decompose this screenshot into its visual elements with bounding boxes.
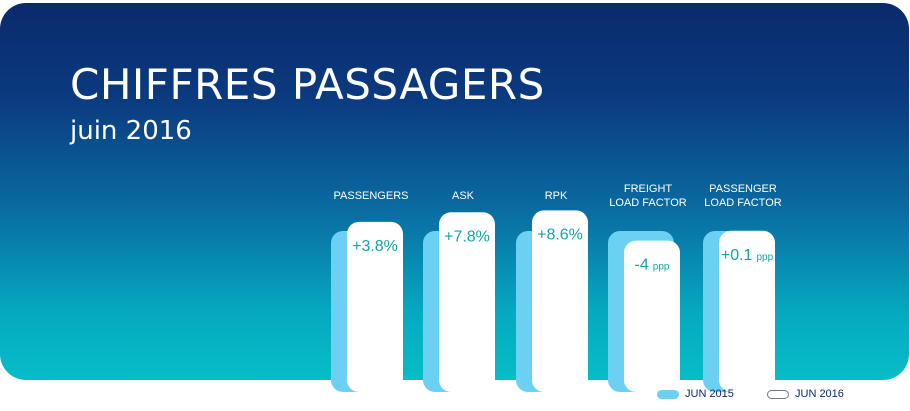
data-label-3: -4 ppp bbox=[635, 257, 670, 274]
page-title: CHIFFRES PASSAGERS bbox=[70, 60, 545, 109]
legend-swatch-jun2016 bbox=[767, 389, 789, 399]
data-label-2: +8.6% bbox=[537, 226, 583, 243]
legend-label-jun2016: JUN 2016 bbox=[795, 388, 844, 400]
category-label-1: ASK bbox=[451, 190, 474, 202]
data-label-1: +7.8% bbox=[444, 228, 490, 245]
legend-jun2015: JUN 2015 bbox=[657, 388, 734, 400]
legend-swatch-jun2015 bbox=[657, 389, 679, 399]
bar-jun2016-4 bbox=[719, 230, 775, 392]
category-label-4: PASSENGER LOAD FACTOR bbox=[704, 183, 782, 209]
data-label-4: +0.1 ppp bbox=[721, 247, 774, 264]
data-label-0: +3.8% bbox=[352, 238, 398, 255]
category-label-3: FREIGHT LOAD FACTOR bbox=[609, 183, 687, 209]
category-label-0: PASSENGERS bbox=[333, 190, 409, 202]
bar-jun2016-0 bbox=[347, 221, 403, 392]
bar-jun2016-2 bbox=[532, 210, 588, 392]
legend-jun2016: JUN 2016 bbox=[767, 388, 844, 400]
legend-label-jun2015: JUN 2015 bbox=[685, 388, 734, 400]
category-label-2: RPK bbox=[544, 190, 568, 202]
bar-jun2016-1 bbox=[439, 212, 495, 392]
bar-jun2016-3 bbox=[624, 240, 680, 392]
page-subtitle: juin 2016 bbox=[70, 116, 192, 146]
